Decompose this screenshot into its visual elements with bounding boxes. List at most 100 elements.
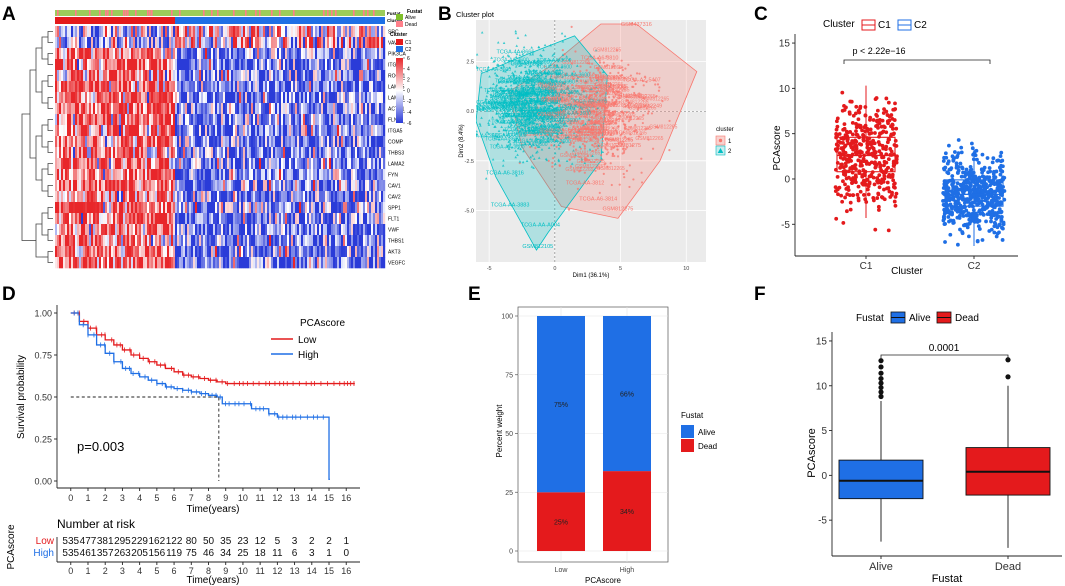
heatmap-cell — [293, 257, 296, 269]
heatmap-cell — [187, 235, 190, 247]
heatmap-cell — [217, 26, 220, 38]
heatmap-cell — [319, 103, 322, 115]
heatmap-cell — [327, 257, 330, 269]
heatmap-cell — [301, 191, 304, 203]
heatmap-cell — [61, 92, 64, 104]
heatmap-cell — [159, 224, 162, 236]
heatmap-cell — [303, 246, 306, 258]
heatmap-cell — [201, 224, 204, 236]
heatmap-cell — [127, 235, 130, 247]
heatmap-cell — [207, 125, 210, 137]
heatmap-cell — [135, 213, 138, 225]
heatmap-cell — [135, 191, 138, 203]
heatmap-cell — [207, 136, 210, 148]
cluster-1-point — [567, 128, 570, 131]
heatmap-cell — [319, 224, 322, 236]
heatmap-cell — [65, 224, 68, 236]
heatmap-cell — [143, 26, 146, 38]
heatmap-cell — [177, 257, 180, 269]
heatmap-cell — [335, 191, 338, 203]
heatmap-cell — [233, 136, 236, 148]
heatmap-cell — [85, 257, 88, 269]
heatmap-cell — [267, 70, 270, 82]
cluster-2-point — [463, 80, 466, 82]
heatmap-cell — [183, 180, 186, 192]
cluster-1-point — [629, 118, 632, 121]
heatmap-cell — [341, 92, 344, 104]
heatmap-cell — [341, 224, 344, 236]
heatmap-cell — [381, 81, 384, 93]
heatmap-cell — [139, 191, 142, 203]
heatmap-cell — [77, 125, 80, 137]
heatmap-cell — [251, 158, 254, 170]
heatmap-cell — [151, 147, 154, 159]
heatmap-cell — [171, 125, 174, 137]
heatmap-cell — [279, 103, 282, 115]
dendrogram-branch — [47, 185, 53, 197]
heatmap-cell — [61, 70, 64, 82]
heatmap-cell — [321, 235, 324, 247]
cluster-1-point — [562, 125, 566, 128]
heatmap-cell — [273, 158, 276, 170]
heatmap-cell — [253, 26, 256, 38]
heatmap-cell — [69, 92, 72, 104]
heatmap-cell — [215, 202, 218, 214]
heatmap-cell — [257, 48, 260, 60]
heatmap-cell — [283, 81, 286, 93]
heatmap-cell — [147, 26, 150, 38]
heatmap-cell — [107, 81, 110, 93]
heatmap-cell — [61, 257, 64, 269]
heatmap-cell — [233, 224, 236, 236]
heatmap-cell — [189, 92, 192, 104]
heatmap-cell — [301, 114, 304, 126]
heatmap-cell — [331, 169, 334, 181]
heatmap-cell — [133, 92, 136, 104]
heatmap-cell — [137, 147, 140, 159]
heatmap-cell — [55, 103, 58, 115]
heatmap-cell — [67, 235, 70, 247]
heatmap-cell — [131, 191, 134, 203]
heatmap-cell — [229, 202, 232, 214]
heatmap-cell — [59, 158, 62, 170]
heatmap-cell — [137, 180, 140, 192]
heatmap-cell — [173, 213, 176, 225]
heatmap-cell — [73, 257, 76, 269]
heatmap-cell — [215, 125, 218, 137]
dendrogram-branch — [47, 119, 53, 131]
heatmap-cell — [143, 246, 146, 258]
heatmap-cell — [201, 37, 204, 49]
heatmap-cell — [363, 26, 366, 38]
heatmap-cell — [125, 169, 128, 181]
heatmap-cell — [285, 103, 288, 115]
cluster-1-point — [592, 135, 595, 139]
heatmap-cell — [307, 92, 310, 104]
heatmap-cell — [361, 59, 364, 71]
heatmap-cell — [109, 235, 112, 247]
heatmap-cell — [383, 224, 386, 236]
heatmap-cell — [341, 26, 344, 38]
heatmap-cell — [125, 37, 128, 49]
heatmap-cell — [355, 158, 358, 170]
heatmap-cell — [135, 125, 138, 137]
heatmap-cell — [247, 136, 250, 148]
heatmap-cell — [243, 26, 246, 38]
heatmap-cell — [361, 26, 364, 38]
heatmap-cell — [97, 147, 100, 159]
heatmap-cell — [171, 136, 174, 148]
heatmap-cell — [267, 202, 270, 214]
heatmap-cell — [247, 213, 250, 225]
heatmap-cell — [285, 114, 288, 126]
heatmap-cell — [349, 147, 352, 159]
heatmap-cell — [123, 125, 126, 137]
heatmap-cell — [327, 191, 330, 203]
heatmap-cell — [87, 125, 90, 137]
heatmap-cell — [287, 235, 290, 247]
heatmap-cell — [163, 158, 166, 170]
heatmap-cell — [325, 59, 328, 71]
heatmap-cell — [227, 59, 230, 71]
heatmap-cell — [91, 235, 94, 247]
heatmap-cell — [153, 257, 156, 269]
heatmap-cell — [225, 158, 228, 170]
heatmap-cell — [111, 92, 114, 104]
heatmap-cell — [191, 180, 194, 192]
